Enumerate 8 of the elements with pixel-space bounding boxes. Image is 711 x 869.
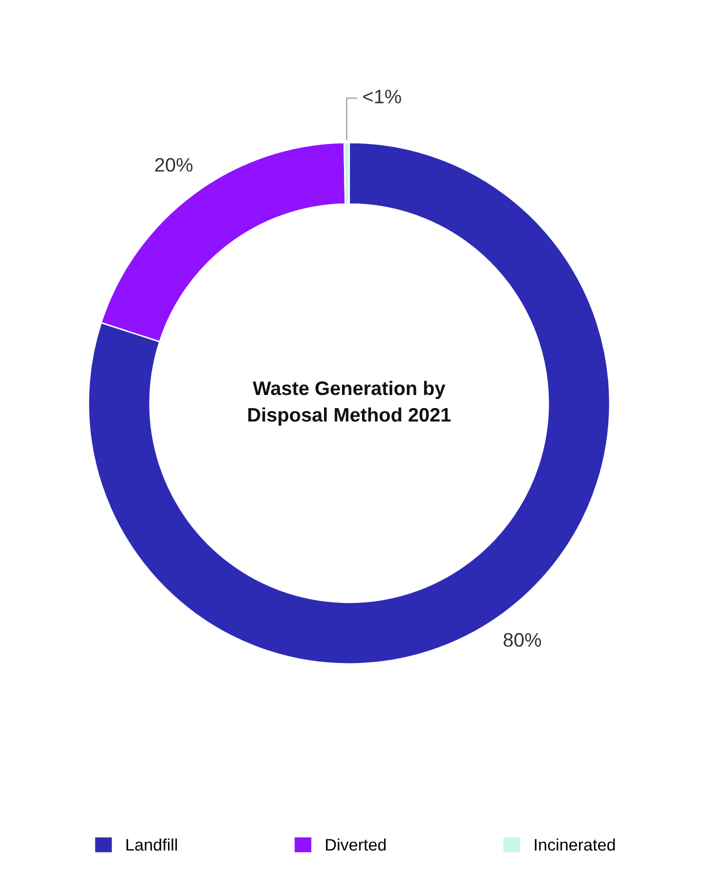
data-label: 80% <box>504 632 542 647</box>
legend-label: Landfill <box>126 838 177 851</box>
text: Waste Generation by Disposal Method 2021 <box>248 380 451 426</box>
legend-label: Diverted <box>326 838 386 851</box>
legend-label: Incinerated <box>534 838 615 851</box>
data-label: 20% <box>155 158 192 172</box>
data-label: <1% <box>363 90 402 104</box>
donut-slice <box>88 142 610 665</box>
